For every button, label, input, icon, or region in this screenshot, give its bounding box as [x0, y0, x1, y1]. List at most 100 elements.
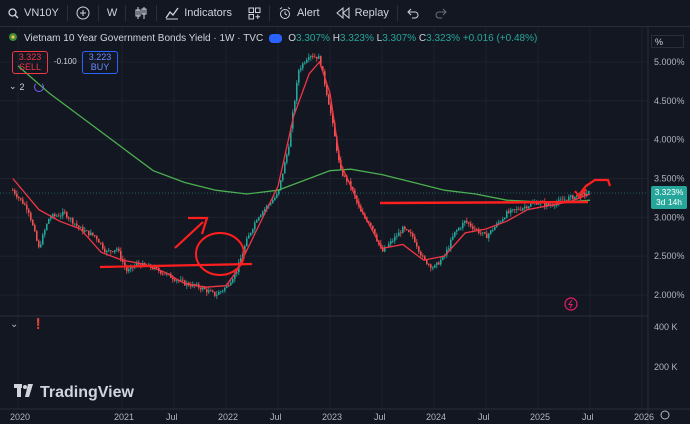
candle-body	[66, 212, 68, 218]
candle-body	[584, 192, 586, 196]
breakout-arrow-annotation	[577, 178, 612, 197]
price-axis-label: 3.000%	[654, 212, 685, 222]
indicators-collapse[interactable]: ⌄ 2	[9, 80, 44, 93]
candle-body	[440, 259, 442, 265]
candle-body	[220, 291, 222, 293]
candle-body	[478, 229, 480, 233]
candle-body	[468, 222, 470, 224]
error-icon[interactable]: ❗	[32, 319, 45, 330]
circle-annotation	[195, 232, 245, 276]
candle-body	[528, 206, 530, 209]
candle-body	[190, 285, 192, 287]
scale-mode-button[interactable]: %	[651, 35, 684, 48]
replay-button[interactable]: Replay	[328, 0, 397, 26]
symbol-search[interactable]: VN10Y	[0, 0, 67, 26]
spread-value: -0.100	[54, 57, 77, 66]
interval-label: W	[106, 7, 118, 19]
volume-axis-labels: 400 K 200 K	[654, 322, 678, 372]
candle-body	[38, 240, 40, 248]
candle-body	[428, 264, 430, 265]
alert-button[interactable]: Alert	[270, 0, 328, 26]
ma-short-line	[12, 60, 591, 288]
undo-button[interactable]	[398, 0, 427, 26]
candle-body	[138, 263, 140, 265]
candle-body	[94, 235, 96, 237]
candle-body	[104, 248, 106, 253]
candle-body	[196, 284, 198, 286]
candle-body	[252, 229, 254, 233]
time-axis-label: Jul	[166, 412, 178, 422]
indicators-button[interactable]: Indicators	[157, 0, 240, 26]
sell-price: 3.323	[18, 52, 42, 62]
candle-body	[212, 290, 214, 292]
candle-body	[110, 250, 112, 252]
candle-body	[394, 236, 396, 241]
candle-body	[308, 57, 310, 60]
time-axis-label: Jul	[478, 412, 490, 422]
candle-body	[516, 208, 518, 210]
candle-body	[224, 287, 226, 291]
layout-button[interactable]	[240, 0, 269, 26]
candle-body	[206, 289, 208, 293]
candle-body	[548, 203, 550, 206]
candle-body	[476, 228, 478, 230]
candle-body	[294, 100, 296, 113]
candle-body	[460, 227, 462, 229]
candle-body	[456, 230, 458, 232]
candle-body	[32, 219, 34, 226]
candle-body	[538, 203, 540, 205]
candle-body	[288, 146, 290, 155]
divider	[268, 5, 270, 21]
candle-body	[108, 250, 110, 252]
price-axis-label: 5.000%	[654, 57, 685, 67]
chevron-down-icon: ⌄	[9, 81, 17, 91]
candle-body	[546, 203, 548, 207]
settings-toggle-icon[interactable]	[269, 34, 283, 43]
candle-body	[334, 123, 336, 137]
redo-button[interactable]	[427, 0, 456, 26]
candle-body	[438, 262, 440, 265]
time-axis-label: 2026	[634, 412, 654, 422]
candle-body	[124, 261, 126, 267]
time-axis-labels: 2020 2021 Jul 2022 Jul 2023 Jul 2024 Jul 2025 Jul 2…	[10, 412, 654, 422]
candle-body	[452, 236, 454, 240]
price-chart[interactable]: 5.000% 4.500% 4.000% 3.500% 3.000% 2.500% 2.00…	[0, 26, 690, 424]
time-axis-label: Jul	[374, 412, 386, 422]
candle-body	[502, 219, 504, 222]
candle-body	[78, 225, 80, 228]
chart-type-button[interactable]	[126, 0, 156, 26]
candle-body	[230, 282, 232, 286]
buy-button[interactable]: 3.223 BUY	[82, 51, 118, 74]
candle-body	[470, 223, 472, 227]
candle-body	[532, 203, 534, 204]
candle-body	[336, 136, 338, 151]
chart-legend: Vietnam 10 Year Government Bonds Yield ·…	[8, 32, 537, 45]
time-axis-label: 2024	[426, 412, 446, 422]
candle-body	[40, 244, 42, 248]
sell-label: SELL	[18, 62, 42, 72]
grid-icon	[248, 7, 261, 20]
candle-body	[420, 251, 422, 256]
candle-body	[512, 209, 514, 211]
candle-body	[426, 259, 428, 265]
candle-body	[484, 232, 486, 234]
sell-button[interactable]: 3.323 SELL	[12, 51, 48, 74]
candle-body	[296, 82, 298, 101]
compare-button[interactable]	[68, 0, 98, 26]
price-axis-label: 4.500%	[654, 96, 685, 106]
candle-body	[372, 225, 374, 229]
candle-body	[172, 277, 174, 280]
divider	[125, 5, 127, 21]
candle-body	[494, 226, 496, 231]
candle-body	[404, 226, 406, 230]
candle-body	[318, 56, 320, 59]
candle-body	[16, 193, 18, 198]
candle-body	[436, 262, 438, 266]
candle-body	[412, 233, 414, 237]
candle-body	[290, 128, 292, 147]
candle-body	[264, 209, 266, 212]
candle-body	[182, 279, 184, 281]
interval-button[interactable]: W	[99, 0, 125, 26]
candle-body	[306, 59, 308, 63]
chevron-down-icon[interactable]: ⌄	[10, 319, 19, 330]
